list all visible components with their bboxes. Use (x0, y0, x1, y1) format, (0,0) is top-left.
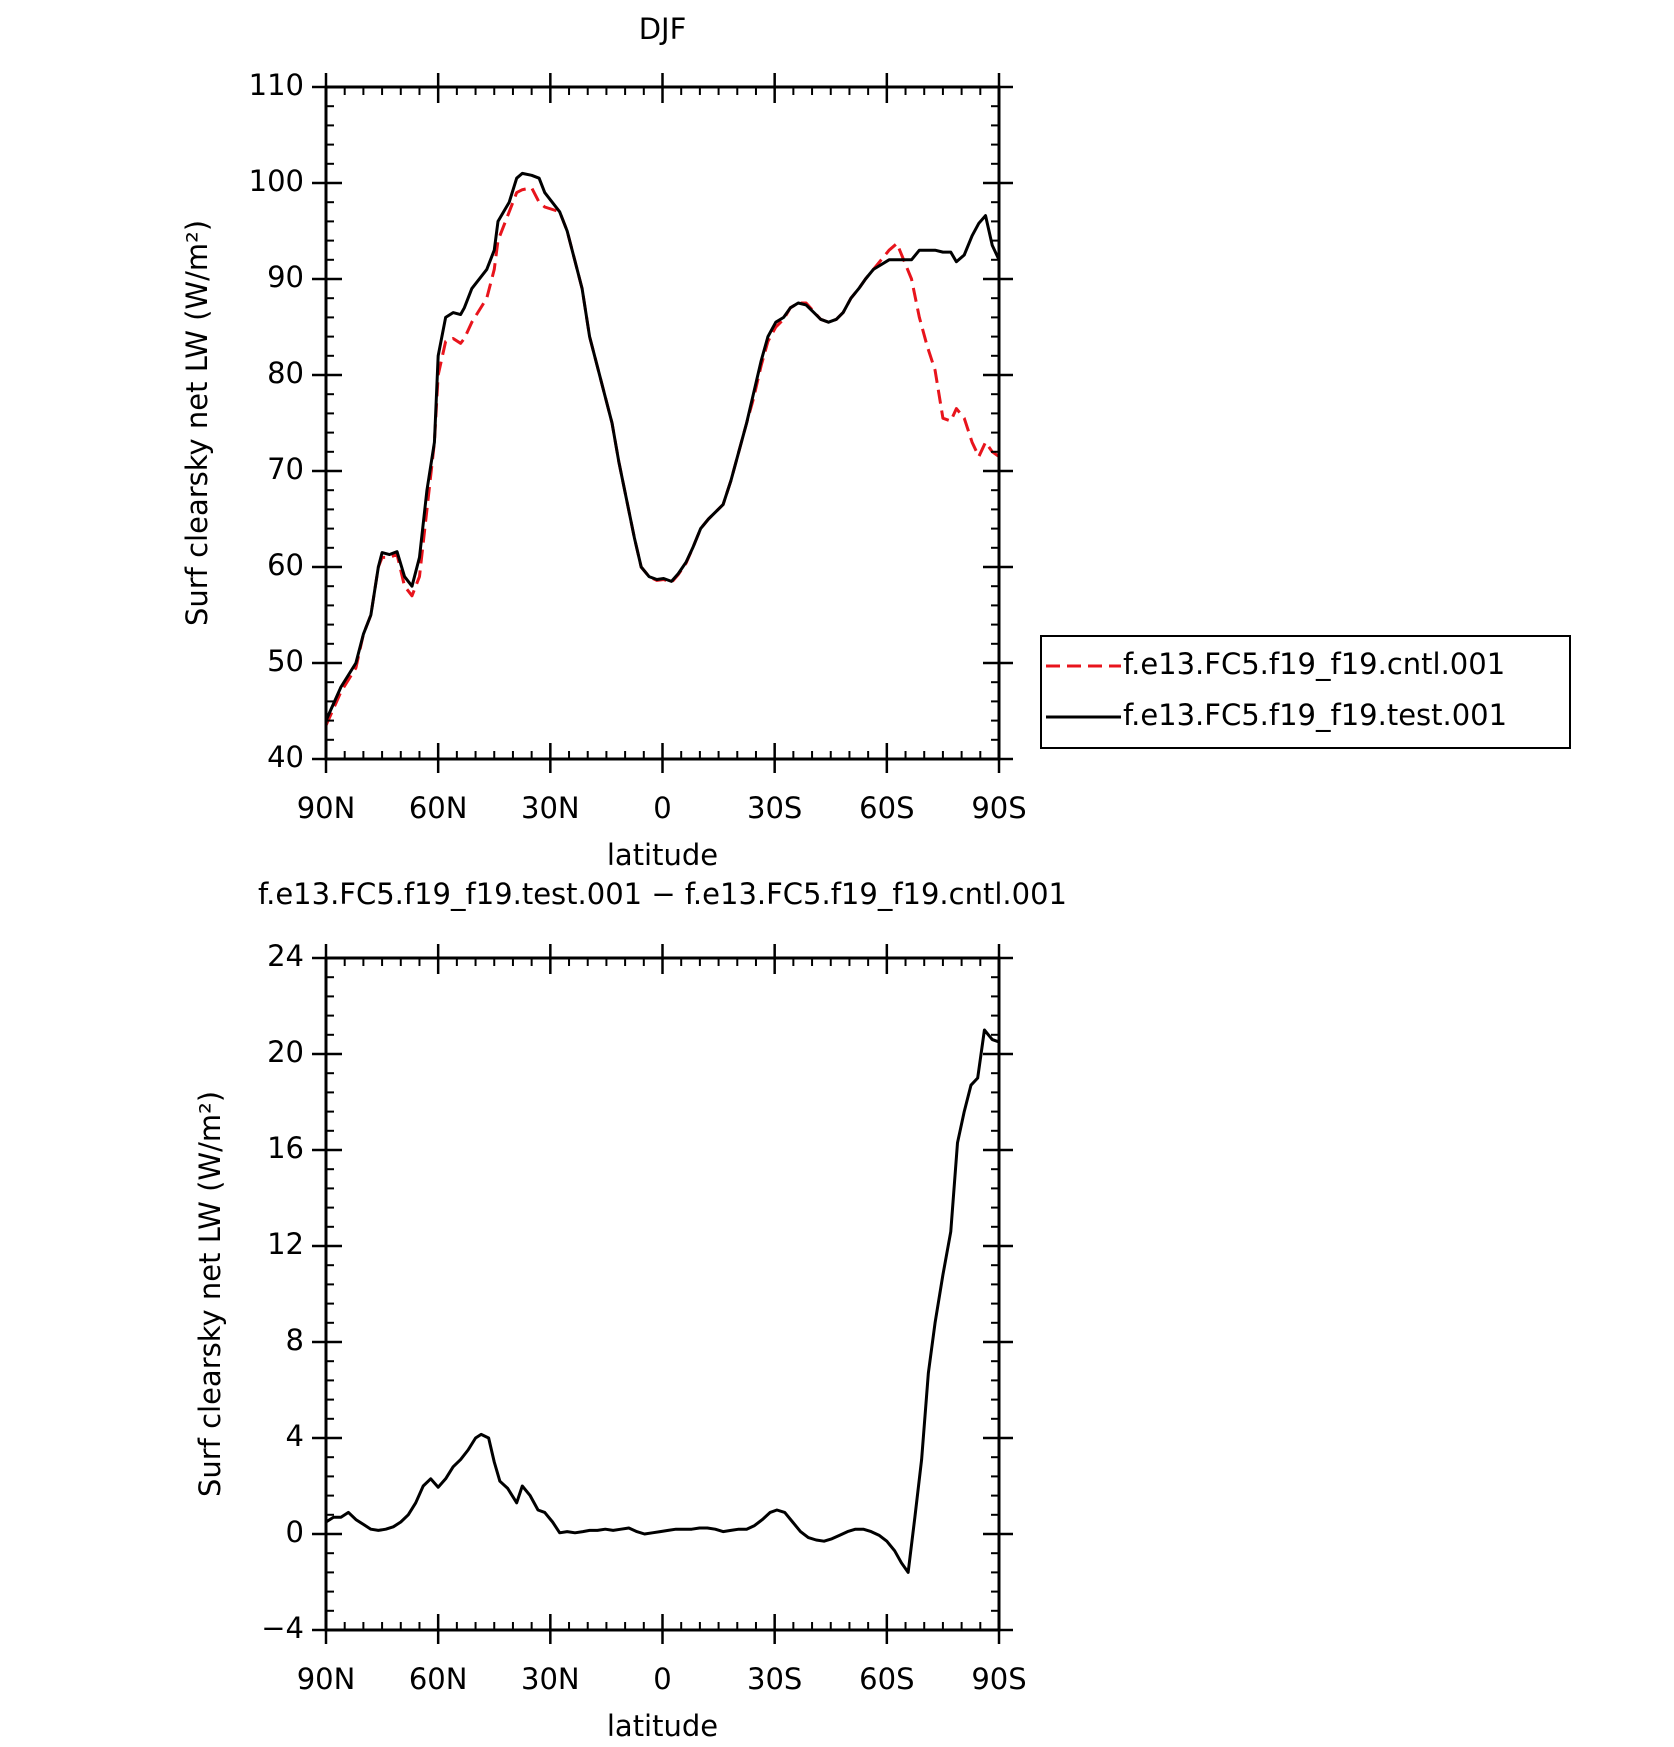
x-tick-label: 60N (409, 1662, 468, 1696)
y-tick-label: 8 (286, 1323, 304, 1357)
data-line (326, 171, 999, 722)
y-tick-label: 70 (267, 452, 304, 486)
y-tick-label: 20 (267, 1035, 304, 1069)
x-tick-label: 90N (297, 791, 356, 825)
x-tick-label: 0 (653, 1662, 671, 1696)
y-tick-label: −4 (261, 1611, 304, 1645)
x-tick-label: 30S (747, 1662, 802, 1696)
y-tick-label: 90 (267, 260, 304, 294)
chart-title: f.e13.FC5.f19_f19.test.001 − f.e13.FC5.f… (258, 877, 1067, 911)
data-line (326, 186, 999, 727)
plot-frame (324, 85, 1001, 761)
plot-frame (324, 956, 1001, 1632)
chart-title: DJF (639, 12, 687, 46)
x-tick-label: 30S (747, 791, 802, 825)
legend-label: f.e13.FC5.f19_f19.test.001 (1123, 698, 1507, 732)
x-tick-label: 30N (521, 791, 580, 825)
y-tick-label: 24 (267, 939, 304, 973)
legend-box (1040, 635, 1571, 749)
y-tick-label: 60 (267, 548, 304, 582)
data-line (326, 1028, 999, 1574)
y-tick-label: 100 (249, 164, 304, 198)
x-tick-label: 60N (409, 791, 468, 825)
plot-area (326, 171, 999, 727)
y-tick-label: 110 (249, 68, 304, 102)
x-axis-label: latitude (607, 1709, 718, 1743)
x-tick-label: 90S (971, 791, 1026, 825)
y-axis-label: Surf clearsky net LW (W/m²) (180, 220, 214, 626)
y-tick-label: 16 (267, 1131, 304, 1165)
x-tick-label: 90S (971, 1662, 1026, 1696)
x-tick-label: 60S (859, 791, 914, 825)
y-tick-label: 80 (267, 356, 304, 390)
y-tick-label: 50 (267, 644, 304, 678)
x-tick-label: 90N (297, 1662, 356, 1696)
x-tick-label: 30N (521, 1662, 580, 1696)
plot-area (326, 1028, 999, 1574)
x-tick-label: 0 (653, 791, 671, 825)
y-tick-label: 0 (286, 1515, 304, 1549)
y-tick-label: 12 (267, 1227, 304, 1261)
legend-label: f.e13.FC5.f19_f19.cntl.001 (1123, 647, 1505, 681)
y-tick-label: 40 (267, 740, 304, 774)
x-axis-label: latitude (607, 838, 718, 872)
y-tick-label: 4 (286, 1419, 304, 1453)
y-axis-label: Surf clearsky net LW (W/m²) (193, 1091, 227, 1497)
x-tick-label: 60S (859, 1662, 914, 1696)
